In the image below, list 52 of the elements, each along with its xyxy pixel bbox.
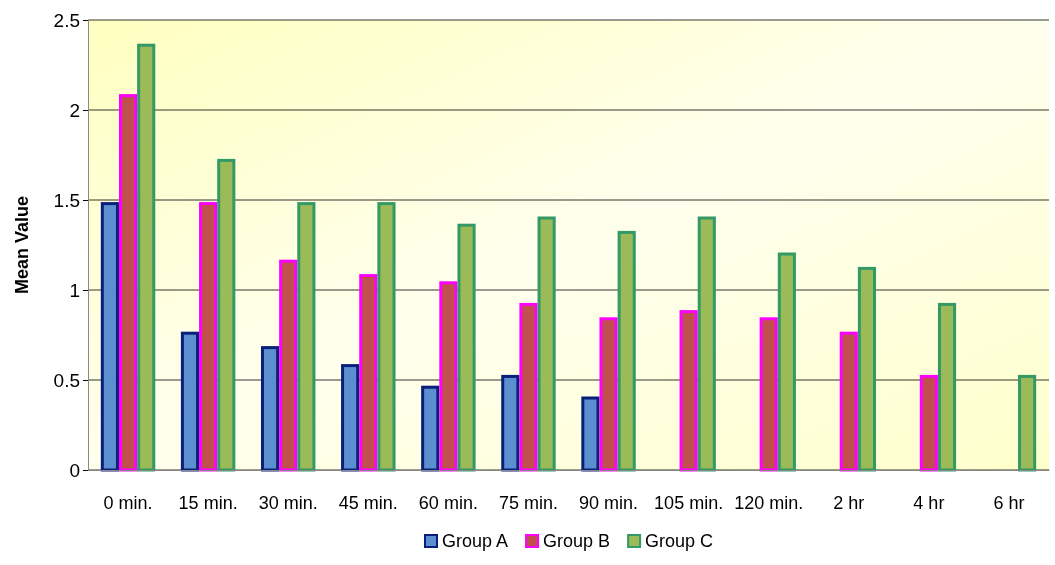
legend-label: Group B <box>543 531 611 551</box>
bar <box>617 230 636 472</box>
x-tick-label: 15 min. <box>178 492 238 513</box>
x-tick-label: 75 min. <box>498 492 558 513</box>
y-tick-label: 2.5 <box>53 9 80 31</box>
bar <box>359 274 378 472</box>
bar <box>937 302 957 472</box>
legend-label: Group A <box>442 531 509 551</box>
bar <box>297 202 316 472</box>
bar <box>759 317 778 472</box>
y-tick-label: 0 <box>69 459 80 481</box>
bar <box>217 158 236 472</box>
x-tick-label: 0 min. <box>103 492 153 513</box>
bar <box>697 216 716 472</box>
bar <box>581 396 600 472</box>
bar <box>118 94 138 472</box>
bar <box>199 202 218 472</box>
bar <box>421 385 440 472</box>
bar <box>457 223 476 472</box>
x-tick-label: 60 min. <box>418 492 478 513</box>
y-axis-title: Mean Value <box>12 195 32 295</box>
bar <box>919 374 938 472</box>
bar <box>260 346 280 472</box>
y-tick-label: 2 <box>69 99 80 121</box>
bar <box>777 252 796 472</box>
bar <box>501 374 520 472</box>
bar <box>180 331 200 472</box>
x-tick-label: 2 hr <box>833 492 865 513</box>
bar <box>519 302 538 472</box>
bar <box>439 281 458 472</box>
x-tick-label: 90 min. <box>579 492 639 513</box>
bar <box>341 364 360 472</box>
x-tick-label: 6 hr <box>993 492 1025 513</box>
y-tick-label: 0.5 <box>53 369 80 391</box>
bar <box>599 317 618 472</box>
bar <box>537 216 556 472</box>
x-tick-label: 120 min. <box>734 492 804 513</box>
y-tick-label: 1.5 <box>53 189 80 211</box>
x-tick-label: 30 min. <box>258 492 318 513</box>
x-tick-label: 45 min. <box>338 492 398 513</box>
y-tick-label: 1 <box>69 279 80 301</box>
bar <box>857 266 877 472</box>
bar <box>839 331 858 472</box>
x-tick-label: 105 min. <box>654 492 724 513</box>
x-tick-label: 4 hr <box>913 492 945 513</box>
bar <box>1018 374 1037 472</box>
bar <box>377 202 396 472</box>
legend-label: Group C <box>645 531 714 551</box>
bar <box>679 310 698 472</box>
bar <box>137 43 156 472</box>
bar <box>100 202 119 472</box>
bar <box>279 259 298 472</box>
